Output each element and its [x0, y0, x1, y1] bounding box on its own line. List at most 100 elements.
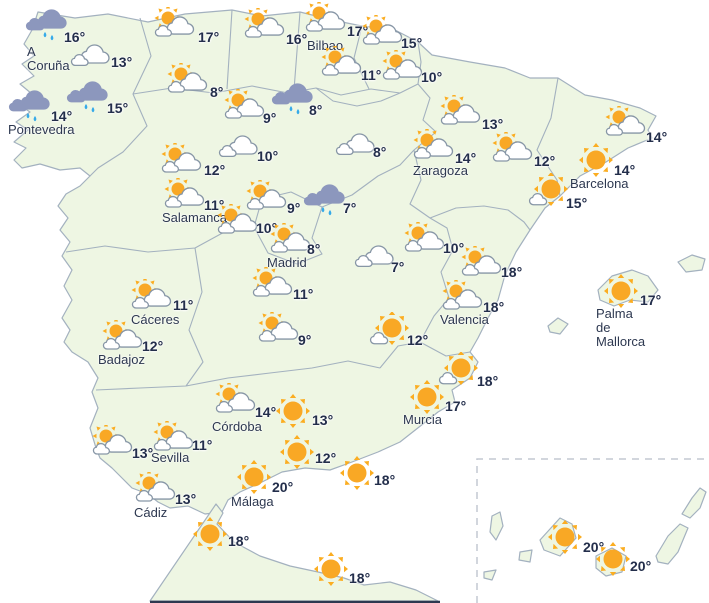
temperature-label: 11°	[293, 286, 314, 302]
city-label: Cádiz	[134, 505, 168, 520]
sun-small-cloud-icon	[438, 351, 478, 385]
temperature-label: 12°	[204, 162, 226, 178]
temperature-label: 13°	[175, 491, 197, 507]
temperature-label: 18°	[374, 472, 396, 488]
weather-icon-wrap	[245, 177, 291, 216]
sun-icon	[276, 394, 310, 428]
sun-cloud-icon	[161, 140, 202, 173]
temperature-label: 17°	[445, 398, 467, 414]
weather-icon-wrap	[439, 92, 485, 131]
temperature-label: 13°	[132, 445, 154, 461]
weather-icon-wrap	[603, 273, 639, 309]
sun-cloud-icon	[258, 309, 299, 342]
temperature-label: 13°	[312, 412, 334, 428]
sun-cloud-icon	[382, 47, 423, 80]
temperature-label: 17°	[640, 292, 662, 308]
temperature-label: 18°	[483, 299, 505, 315]
temperature-label: 12°	[534, 153, 556, 169]
temperature-label: 10°	[256, 220, 278, 236]
temperature-label: 12°	[315, 450, 337, 466]
weather-icon-wrap	[223, 86, 269, 125]
temperature-label: 20°	[583, 539, 605, 555]
weather-icon-wrap	[279, 434, 315, 470]
city-label: Salamanca	[162, 210, 228, 225]
sun-cloud-icon	[440, 92, 481, 125]
temperature-label: 11°	[173, 297, 194, 313]
sun-cloud-icon	[270, 220, 311, 253]
sun-cloud-icon	[246, 177, 287, 210]
temperature-label: 14°	[255, 404, 277, 420]
weather-icon-wrap	[491, 129, 537, 168]
rain-icon	[271, 83, 313, 115]
weather-icon-wrap	[361, 12, 407, 51]
weather-icon-wrap	[236, 459, 272, 495]
canary-islands	[483, 487, 707, 581]
weather-icon-wrap	[403, 219, 449, 258]
temperature-label: 15°	[107, 100, 129, 116]
sun-cloud-icon	[461, 243, 502, 276]
city-label: Palma de Mallorca	[596, 306, 646, 349]
weather-icon-wrap	[409, 379, 445, 415]
weather-icon-wrap	[275, 393, 311, 429]
weather-icon-wrap	[339, 455, 375, 491]
sun-icon	[579, 143, 613, 177]
weather-icon-wrap	[381, 47, 427, 86]
weather-icon-wrap	[251, 264, 297, 303]
weather-icon-wrap	[214, 380, 260, 419]
weather-icon-wrap	[160, 140, 206, 179]
rain-icon	[66, 81, 108, 113]
sun-cloud-icon	[224, 86, 265, 119]
weather-icon-wrap	[269, 220, 315, 259]
weather-icon-wrap	[257, 309, 303, 348]
city-label: Murcia	[403, 412, 443, 427]
temperature-label: 20°	[272, 479, 294, 495]
temperature-label: 13°	[111, 54, 133, 70]
cloud-icon	[70, 44, 110, 67]
weather-icon-wrap	[70, 42, 114, 70]
city-label: Valencia	[440, 312, 489, 327]
cloud-icon	[354, 245, 394, 268]
temperature-label: 10°	[257, 148, 279, 164]
weather-icon-wrap	[547, 519, 583, 555]
temperature-label: 8°	[210, 84, 224, 100]
sun-cloud-icon	[131, 276, 172, 309]
temperature-label: 8°	[309, 102, 323, 118]
temperature-label: 9°	[287, 200, 301, 216]
region-borders	[65, 9, 561, 391]
temperature-label: 11°	[192, 437, 213, 453]
sun-cloud-icon	[442, 277, 483, 310]
sun-cloud-icon	[605, 103, 646, 136]
sun-cloud-icon	[252, 264, 293, 297]
weather-icon-wrap	[91, 422, 137, 461]
city-label: Córdoba	[212, 419, 262, 434]
sun-cloud-icon	[362, 12, 403, 45]
sun-cloud-icon	[135, 469, 176, 502]
weather-icon-wrap	[595, 541, 631, 577]
city-label: A Coruña	[27, 44, 70, 73]
weather-icon-wrap	[460, 243, 506, 282]
sun-icon	[314, 552, 348, 586]
city-label: Badajoz	[98, 352, 145, 367]
sun-small-cloud-icon	[528, 172, 568, 206]
spain-outline	[13, 9, 657, 515]
sun-small-cloud-icon	[369, 311, 409, 345]
sun-cloud-icon	[217, 201, 258, 234]
temperature-label: 13°	[482, 116, 504, 132]
temperature-label: 12°	[407, 332, 429, 348]
temperature-label: 14°	[455, 150, 477, 166]
sun-cloud-icon	[92, 422, 133, 455]
sun-cloud-icon	[404, 219, 445, 252]
temperature-label: 7°	[391, 259, 405, 275]
temperature-label: 18°	[477, 373, 499, 389]
city-label: Zaragoza	[413, 163, 468, 178]
weather-icon-wrap	[218, 133, 262, 161]
weather-icon-wrap	[134, 469, 180, 508]
sun-icon	[340, 456, 374, 490]
temperature-label: 15°	[566, 195, 588, 211]
weather-icon-wrap	[101, 317, 147, 356]
weather-icon-wrap	[243, 5, 289, 44]
city-label: Málaga	[231, 494, 274, 509]
city-label: Sevilla	[151, 450, 190, 465]
sun-icon	[410, 380, 444, 414]
